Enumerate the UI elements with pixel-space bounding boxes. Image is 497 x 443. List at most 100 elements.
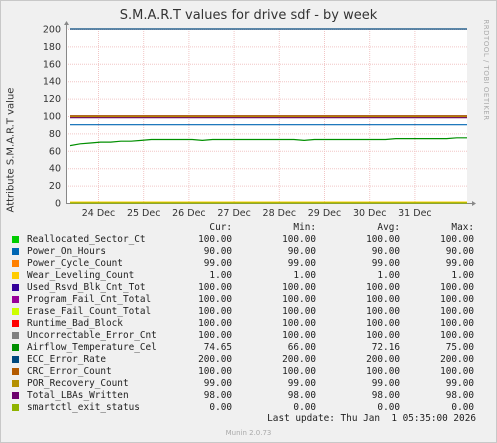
legend-avg-value: 100.00 — [366, 330, 400, 341]
legend-swatch — [12, 308, 19, 315]
legend-cur-value: 1.00 — [209, 270, 232, 281]
legend-name: ECC_Error_Rate — [27, 354, 107, 365]
legend-min-value: 100.00 — [282, 294, 316, 305]
legend-name: Runtime_Bad_Block — [27, 318, 123, 329]
y-axis-arrow — [64, 21, 69, 25]
legend-name: CRC_Error_Count — [27, 366, 112, 377]
legend-avg-value: 100.00 — [366, 306, 400, 317]
munin-version: Munin 2.0.73 — [225, 429, 272, 437]
legend-max-value: 100.00 — [440, 282, 474, 293]
legend-row: Erase_Fail_Count_Total 100.00 100.00 100.00… — [12, 306, 482, 318]
legend-row: Reallocated_Sector_Ct 100.00 100.00 100.00 1… — [12, 234, 482, 246]
y-tick-label: 120 — [43, 94, 61, 105]
legend-cur-value: 100.00 — [198, 330, 232, 341]
legend-swatch — [12, 236, 19, 243]
legend: Cur: Min: Avg: Max: Reallocated_Sector_C… — [12, 222, 482, 413]
legend-swatch — [12, 272, 19, 279]
legend-name: Erase_Fail_Count_Total — [27, 306, 152, 317]
legend-name: Power_Cycle_Count — [27, 258, 123, 269]
x-tick-label: 27 Dec — [217, 208, 251, 219]
legend-row: Wear_Leveling_Count 1.00 1.00 1.00 1.00 — [12, 270, 482, 282]
legend-header-avg: Avg: — [377, 222, 400, 233]
legend-cur-value: 100.00 — [198, 318, 232, 329]
legend-avg-value: 100.00 — [366, 234, 400, 245]
legend-cur-value: 99.00 — [203, 258, 232, 269]
legend-swatch — [12, 260, 19, 267]
legend-max-value: 100.00 — [440, 330, 474, 341]
legend-row: Uncorrectable_Error_Cnt 100.00 100.00 100.0… — [12, 330, 482, 342]
y-tick-label: 20 — [49, 181, 61, 192]
legend-row: Runtime_Bad_Block 100.00 100.00 100.00 100.0… — [12, 318, 482, 330]
legend-swatch — [12, 248, 19, 255]
legend-avg-value: 90.00 — [371, 246, 400, 257]
legend-avg-value: 100.00 — [366, 294, 400, 305]
legend-row: Airflow_Temperature_Cel 74.65 66.00 72.16 75… — [12, 342, 482, 354]
y-tick-label: 200 — [43, 25, 61, 36]
legend-min-value: 200.00 — [282, 354, 316, 365]
legend-avg-value: 0.00 — [377, 402, 400, 413]
legend-min-value: 100.00 — [282, 282, 316, 293]
x-axis-arrow — [472, 201, 476, 206]
legend-avg-value: 98.00 — [371, 390, 400, 401]
chart-canvas: 0 20 40 60 80 100 120 140 160 180 200 24 Dec 25 Dec 2… — [43, 21, 476, 219]
legend-avg-value: 72.16 — [371, 342, 400, 353]
legend-min-value: 98.00 — [287, 390, 316, 401]
legend-header-min: Min: — [293, 222, 316, 233]
legend-max-value: 98.00 — [445, 390, 474, 401]
x-tick-label: 24 Dec — [82, 208, 116, 219]
x-tick-label: 25 Dec — [127, 208, 161, 219]
legend-max-value: 100.00 — [440, 306, 474, 317]
x-tick-label: 28 Dec — [263, 208, 297, 219]
legend-name: Airflow_Temperature_Cel — [27, 342, 157, 353]
legend-name: Used_Rsvd_Blk_Cnt_Tot — [27, 282, 146, 293]
legend-row: Power_Cycle_Count 99.00 99.00 99.00 99.00 — [12, 258, 482, 270]
series-line — [69, 137, 467, 147]
legend-name: POR_Recovery_Count — [27, 378, 129, 389]
y-tick-label: 160 — [43, 59, 61, 70]
legend-max-value: 100.00 — [440, 294, 474, 305]
legend-min-value: 100.00 — [282, 306, 316, 317]
legend-max-value: 100.00 — [440, 234, 474, 245]
legend-min-value: 100.00 — [282, 366, 316, 377]
legend-min-value: 100.00 — [282, 318, 316, 329]
legend-max-value: 100.00 — [440, 318, 474, 329]
legend-cur-value: 100.00 — [198, 294, 232, 305]
legend-min-value: 99.00 — [287, 378, 316, 389]
legend-min-value: 99.00 — [287, 258, 316, 269]
legend-avg-value: 100.00 — [366, 366, 400, 377]
legend-max-value: 0.00 — [451, 402, 474, 413]
x-tick-label: 26 Dec — [172, 208, 206, 219]
legend-cur-value: 100.00 — [198, 234, 232, 245]
legend-name: Uncorrectable_Error_Cnt — [27, 330, 157, 341]
legend-min-value: 90.00 — [287, 246, 316, 257]
legend-min-value: 0.00 — [293, 402, 316, 413]
legend-row: Power_On_Hours 90.00 90.00 90.00 90.00 — [12, 246, 482, 258]
y-tick-label: 60 — [49, 146, 61, 157]
x-tick-label: 31 Dec — [398, 208, 432, 219]
legend-row: Program_Fail_Cnt_Total 100.00 100.00 100.00… — [12, 294, 482, 306]
legend-max-value: 90.00 — [445, 246, 474, 257]
legend-cur-value: 200.00 — [198, 354, 232, 365]
x-tick-label: 30 Dec — [353, 208, 387, 219]
legend-swatch — [12, 380, 19, 387]
y-tick-label: 40 — [49, 164, 61, 175]
legend-swatch — [12, 392, 19, 399]
legend-header-cur: Cur: — [209, 222, 232, 233]
legend-row: smartctl_exit_status 0.00 0.00 0.00 0.00 — [12, 402, 482, 414]
legend-max-value: 1.00 — [451, 270, 474, 281]
legend-swatch — [12, 356, 19, 363]
legend-avg-value: 100.00 — [366, 282, 400, 293]
legend-cur-value: 0.00 — [209, 402, 232, 413]
legend-name: Power_On_Hours — [27, 246, 107, 257]
legend-max-value: 200.00 — [440, 354, 474, 365]
y-tick-label: 0 — [55, 199, 61, 210]
legend-cur-value: 99.00 — [203, 378, 232, 389]
legend-min-value: 100.00 — [282, 330, 316, 341]
legend-max-value: 75.00 — [445, 342, 474, 353]
legend-name: Total_LBAs_Written — [27, 390, 129, 401]
last-update: Last update: Thu Jan 1 05:35:00 2026 — [267, 413, 476, 424]
legend-cur-value: 100.00 — [198, 306, 232, 317]
legend-row: Total_LBAs_Written 98.00 98.00 98.00 98.00 — [12, 390, 482, 402]
legend-swatch — [12, 344, 19, 351]
legend-cur-value: 100.00 — [198, 282, 232, 293]
